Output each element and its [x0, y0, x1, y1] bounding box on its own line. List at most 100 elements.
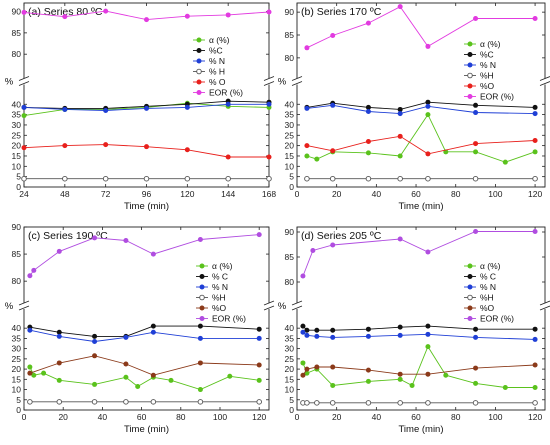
data-point [184, 13, 190, 19]
data-point [365, 378, 371, 384]
data-point [184, 175, 191, 182]
legend-marker [199, 274, 205, 279]
series-line [29, 329, 260, 342]
legend-marker [467, 284, 473, 290]
legend-label: % C [480, 272, 496, 282]
y-tick-label: 30 [12, 120, 22, 130]
axis-break-gap [540, 78, 550, 85]
x-tick-label: 80 [451, 189, 461, 199]
y-tick-label: 85 [285, 30, 295, 40]
chart-title: (c) Series 190 ºC [28, 230, 108, 242]
data-point [425, 99, 431, 105]
x-tick-label: 168 [262, 189, 276, 199]
legend-label: α (%) [480, 261, 501, 271]
data-point [225, 12, 231, 18]
legend-marker [467, 274, 473, 279]
data-point [310, 248, 316, 253]
y-tick-label: 80 [285, 277, 295, 287]
legend-label: % N [212, 282, 228, 292]
data-point [330, 148, 336, 154]
data-point [31, 267, 37, 273]
data-point [103, 8, 109, 14]
data-point [197, 360, 203, 366]
legend-label: α (%) [480, 39, 501, 49]
data-point [532, 149, 538, 155]
legend-label: % N [480, 60, 496, 70]
data-point [150, 251, 156, 257]
data-point [150, 329, 156, 335]
x-tick-label: 100 [488, 412, 502, 422]
data-point [330, 102, 336, 108]
data-point [91, 399, 98, 405]
y-tick-label: 0 [289, 405, 294, 415]
data-point [532, 362, 538, 368]
series-line [302, 325, 536, 331]
data-point [473, 149, 479, 155]
legend-marker [196, 79, 202, 85]
legend-label: % N [209, 56, 225, 66]
data-point [532, 326, 538, 332]
data-point [473, 326, 479, 332]
data-point [425, 112, 431, 118]
data-point [330, 364, 336, 370]
data-point [330, 382, 336, 388]
axis-break-mark [18, 81, 30, 86]
data-point [397, 4, 403, 10]
legend-marker [196, 68, 202, 75]
x-axis-label: Time (min) [398, 201, 443, 212]
data-point [532, 229, 538, 234]
y-tick-label: 90 [12, 222, 22, 232]
legend-marker [467, 94, 473, 99]
x-tick-label: 120 [180, 189, 194, 199]
legend-label: %C [209, 46, 223, 56]
legend-marker [196, 37, 202, 43]
data-point [532, 111, 538, 117]
x-tick-label: 100 [213, 412, 227, 422]
data-point [472, 400, 479, 406]
x-tick-label: 120 [528, 412, 542, 422]
data-point [225, 175, 231, 182]
data-point [266, 9, 272, 15]
data-point [473, 110, 479, 116]
x-tick-label: 20 [332, 189, 342, 199]
data-point [92, 381, 98, 387]
axis-break-mark [18, 300, 30, 306]
data-point [425, 344, 431, 350]
data-point [314, 364, 320, 370]
data-point [397, 106, 403, 112]
data-point [300, 273, 306, 279]
data-point [425, 249, 431, 255]
legend-marker [467, 62, 473, 68]
data-point [300, 323, 306, 329]
data-point [304, 105, 310, 111]
legend-label: %H [480, 71, 494, 81]
legend-marker [467, 263, 473, 269]
y-tick-label: 10 [285, 161, 295, 171]
data-point [41, 370, 47, 376]
data-point [144, 105, 149, 111]
data-point [397, 175, 403, 182]
legend-label: %O [480, 303, 495, 313]
data-point [473, 380, 479, 386]
data-point [56, 377, 62, 383]
chart-title: (b) Series 170 ºC [301, 6, 382, 18]
series-5 [27, 232, 262, 279]
y-tick-label: 35 [12, 333, 22, 343]
data-point [314, 400, 320, 406]
y-tick-label: 25 [285, 130, 295, 140]
data-point [365, 20, 371, 26]
series-0 [300, 344, 538, 390]
data-point [473, 102, 479, 108]
data-point [300, 329, 306, 335]
data-point [532, 16, 538, 22]
legend-marker [196, 58, 202, 64]
data-point [56, 329, 62, 335]
legend-label: % O [209, 77, 226, 87]
data-point [502, 159, 508, 165]
x-tick-label: 20 [332, 412, 342, 422]
y-axis-label: % [5, 77, 14, 88]
data-point [365, 139, 371, 144]
y-tick-label: 0 [16, 405, 21, 415]
y-tick-label: 15 [285, 374, 295, 384]
